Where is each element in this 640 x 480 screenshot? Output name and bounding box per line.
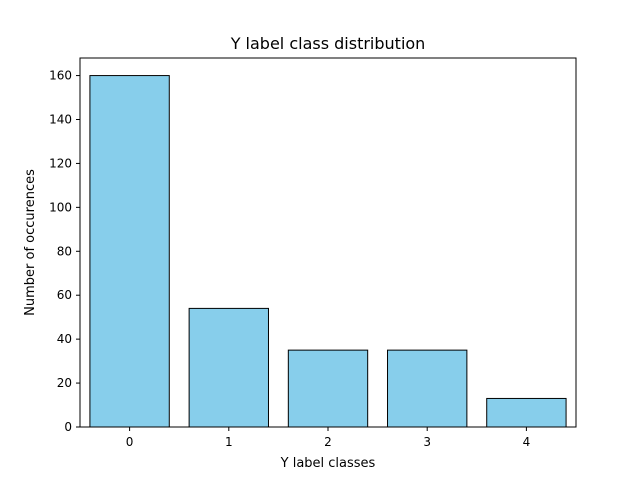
y-tick-label: 20 [57,376,72,390]
plot-frame [79,57,577,428]
bar-2 [287,349,369,428]
x-tick-label: 1 [225,435,233,449]
y-tick-label: 120 [49,156,72,170]
y-tick-label: 60 [57,288,72,302]
y-tick-label: 100 [49,200,72,214]
x-axis-label: Y label classes [280,456,376,471]
chart-title: Y label class distribution [230,34,426,53]
y-tick-label: 80 [57,244,72,258]
bars-layer [89,75,567,428]
y-tick-label: 0 [64,420,72,434]
bar-4 [486,397,567,428]
y-axis-label: Number of occurences [23,169,38,316]
x-tick-label: 0 [126,435,134,449]
bar-0 [89,75,170,428]
y-tick-label: 140 [49,113,72,127]
y-tick-label: 160 [49,69,72,83]
bar-1 [188,307,269,428]
bar-3 [387,349,468,428]
x-tick-label: 3 [423,435,431,449]
x-tick-label: 2 [324,435,332,449]
y-tick-label: 40 [57,332,72,346]
x-tick-label: 4 [523,435,531,449]
